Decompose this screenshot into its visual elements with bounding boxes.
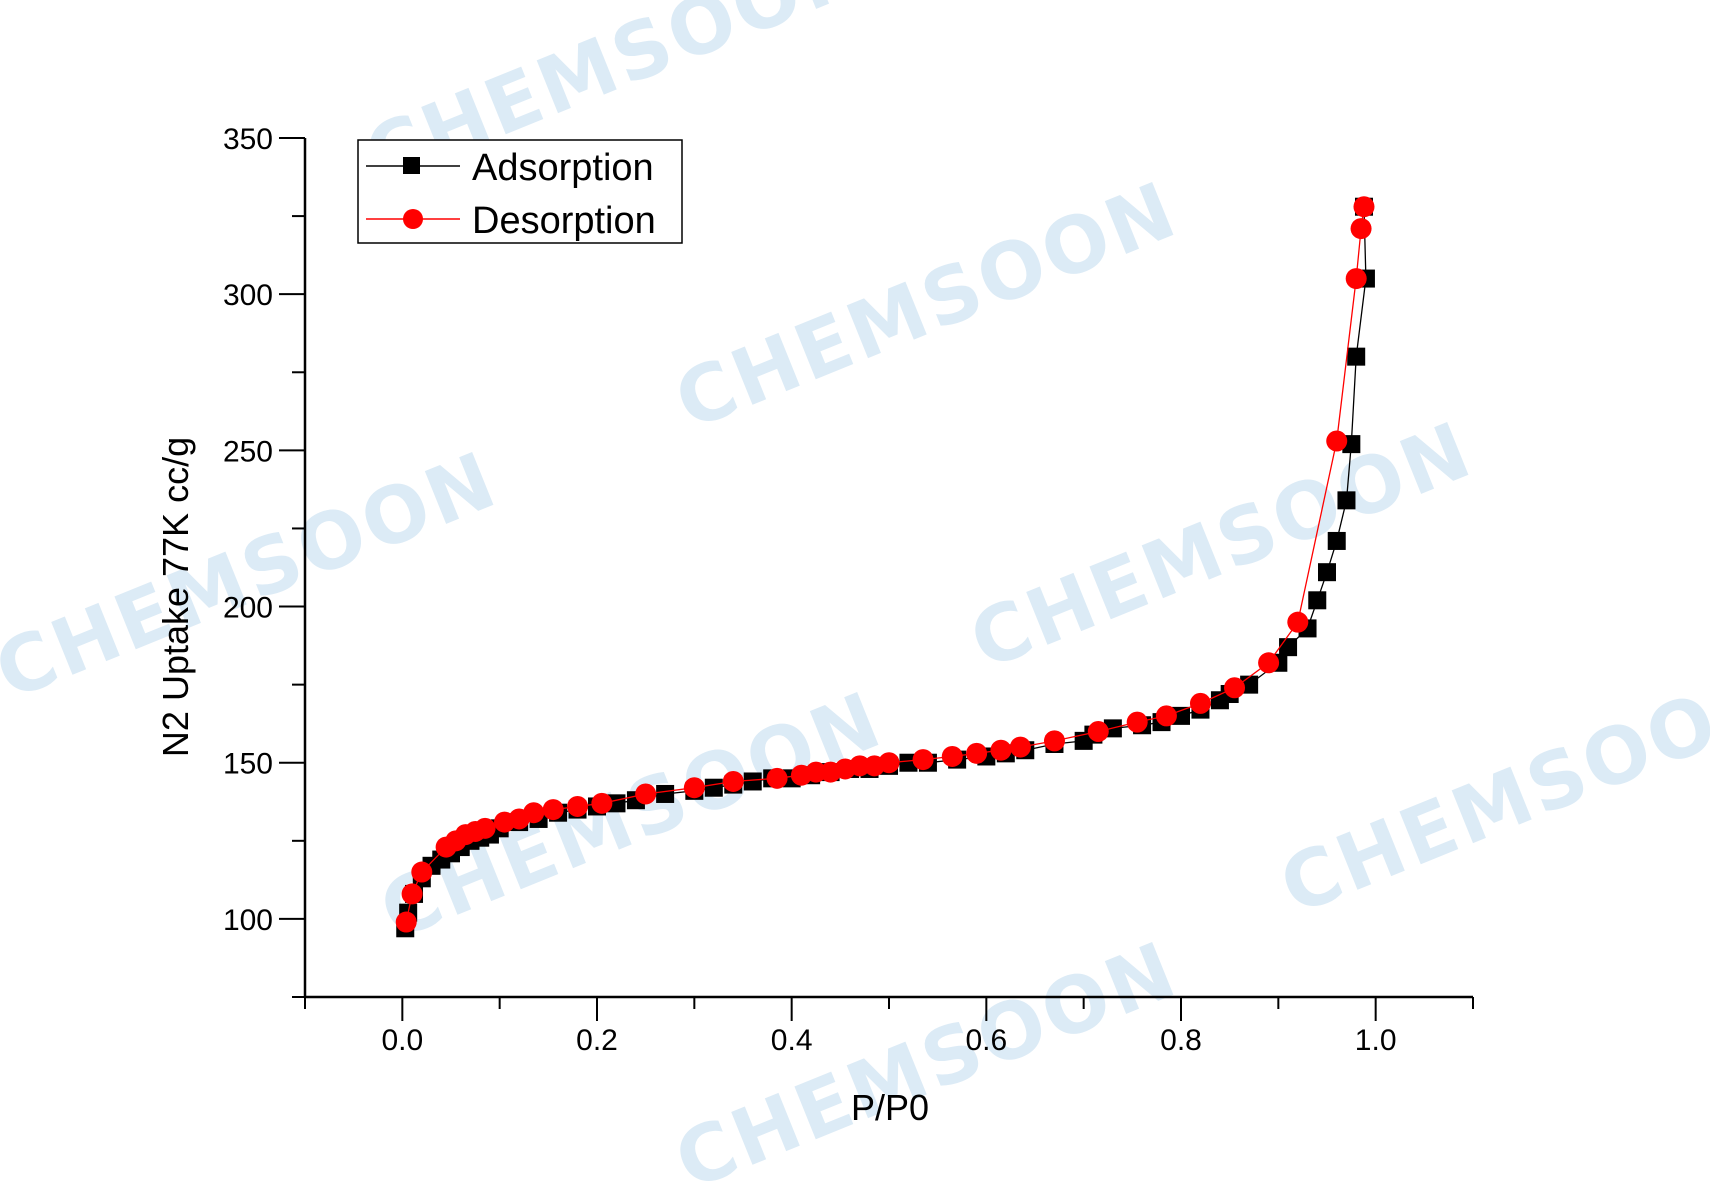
watermark-text: CHEMSOON <box>0 435 510 718</box>
adsorption-point <box>1318 563 1336 582</box>
desorption-point <box>766 767 788 789</box>
desorption-point <box>1043 730 1065 752</box>
y-axis-title: N2 Uptake 77K cc/g <box>155 437 196 757</box>
desorption-point <box>542 799 564 821</box>
x-ticks: 0.0 0.2 0.4 0.6 0.8 1.0 <box>304 997 1474 1057</box>
desorption-point <box>1258 652 1280 674</box>
desorption-point <box>1353 196 1375 218</box>
desorption-point <box>966 742 988 764</box>
adsorption-point <box>1172 706 1190 725</box>
x-axis-title: P/P0 <box>851 1087 929 1128</box>
legend-desorption-label: Desorption <box>472 200 656 242</box>
desorption-point <box>591 792 613 814</box>
y-tick-label: 100 <box>223 904 273 937</box>
desorption-point <box>1350 218 1372 240</box>
desorption-point <box>683 777 705 799</box>
desorption-point <box>1224 677 1246 699</box>
desorption-point <box>1345 268 1367 290</box>
y-tick-label: 350 <box>223 123 273 156</box>
adsorption-point <box>743 772 762 791</box>
x-tick-label: 0.2 <box>576 1024 618 1057</box>
adsorption-point <box>704 778 723 797</box>
axes: 100 150 200 250 300 350 0.0 0.2 0.4 0.6 0.8 1.0 <box>223 123 1474 1057</box>
desorption-point <box>1189 692 1211 714</box>
desorption-point <box>1155 705 1177 727</box>
y-tick-label: 250 <box>223 435 273 468</box>
legend-adsorption-marker <box>403 157 420 174</box>
x-tick-label: 1.0 <box>1355 1024 1397 1057</box>
watermark-text: CHEMSOON <box>1268 650 1710 933</box>
desorption-point <box>820 761 842 783</box>
desorption-point <box>1087 720 1109 742</box>
desorption-point <box>1126 711 1148 733</box>
desorption-point <box>567 795 589 817</box>
desorption-point <box>1009 736 1031 758</box>
y-tick-label: 150 <box>223 748 273 781</box>
y-ticks: 100 150 200 250 300 350 <box>223 123 305 998</box>
legend-adsorption-label: Adsorption <box>472 147 654 189</box>
watermark-text: CHEMSOON <box>368 675 895 958</box>
watermark-text: CHEMSOON <box>663 165 1190 448</box>
series-desorption <box>395 196 1375 933</box>
legend: Adsorption Desorption <box>357 139 683 244</box>
desorption-point <box>401 883 423 905</box>
watermark-text: CHEMSOON <box>663 925 1190 1194</box>
adsorption-point <box>1337 491 1356 510</box>
desorption-point <box>1287 611 1309 633</box>
desorption-point <box>790 764 812 786</box>
adsorption-point <box>1279 638 1298 657</box>
adsorption-point <box>1308 591 1327 610</box>
desorption-point <box>494 811 516 833</box>
y-tick-label: 300 <box>223 279 273 312</box>
series-layer <box>395 196 1375 938</box>
y-tick-label: 200 <box>223 592 273 625</box>
desorption-point <box>863 755 885 777</box>
desorption-point <box>395 911 417 933</box>
x-tick-label: 0.0 <box>381 1024 423 1057</box>
desorption-point <box>435 836 457 858</box>
x-tick-label: 0.6 <box>965 1024 1007 1057</box>
desorption-point <box>722 770 744 792</box>
adsorption-point <box>1327 531 1346 550</box>
adsorption-point <box>656 784 675 803</box>
desorption-point <box>1326 430 1348 452</box>
watermark-text: CHEMSOON <box>958 405 1485 688</box>
desorption-point <box>635 783 657 805</box>
desorption-point <box>411 861 433 883</box>
x-tick-label: 0.8 <box>1160 1024 1202 1057</box>
legend-desorption-marker <box>403 209 423 229</box>
desorption-point <box>990 739 1012 761</box>
desorption-point <box>912 749 934 771</box>
x-tick-label: 0.4 <box>771 1024 813 1057</box>
adsorption-point <box>1347 347 1366 366</box>
desorption-point <box>941 745 963 767</box>
